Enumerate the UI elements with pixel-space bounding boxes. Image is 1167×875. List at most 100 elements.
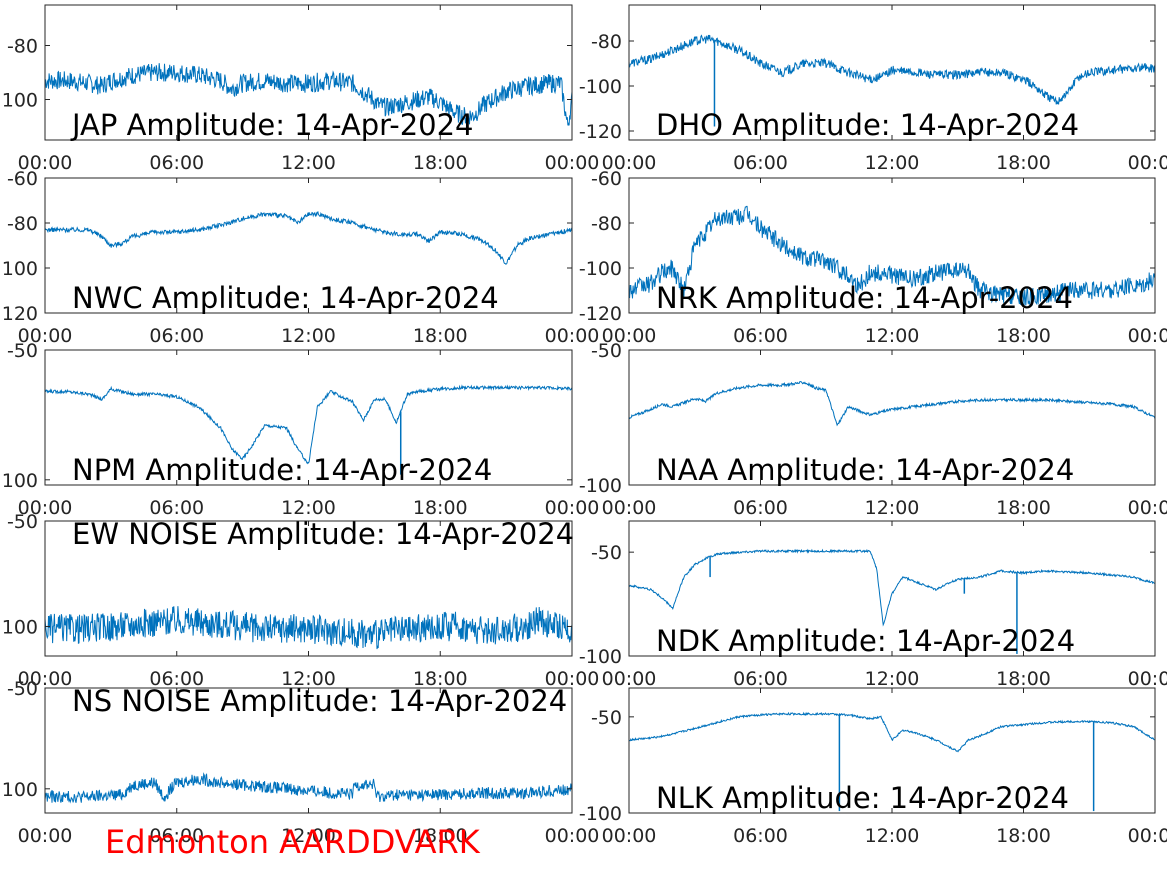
x-tick-label: 18:00 [413, 325, 468, 347]
y-tick-label: 100 [2, 779, 38, 801]
x-tick-label: 06:00 [149, 325, 204, 347]
x-tick-label: 00:00 [545, 497, 600, 519]
y-tick-label: -80 [7, 213, 38, 235]
panel-5: 00:00 06:00 12:00 18:00 00:00 -50 -100 NAA Ampl… [579, 340, 1167, 519]
panel-title: EW NOISE Amplitude: 14-Apr-2024 [72, 517, 574, 551]
x-tick-label: 18:00 [413, 668, 468, 690]
x-tick-label: 00:00 [602, 497, 657, 519]
y-tick-label: -50 [7, 511, 38, 533]
panel-title: NDK Amplitude: 14-Apr-2024 [656, 624, 1075, 658]
panel-title: NPM Amplitude: 14-Apr-2024 [72, 453, 492, 487]
x-tick-label: 00:00 [602, 668, 657, 690]
x-tick-label: 06:00 [733, 497, 788, 519]
y-tick-label: -60 [591, 168, 622, 190]
x-tick-label: 18:00 [996, 825, 1051, 847]
x-tick-label: 18:00 [996, 497, 1051, 519]
x-tick-label: 00:00 [1128, 825, 1167, 847]
panel-2: 00:00 06:00 12:00 18:00 00:00 -60 -80 100 120 NWC… [2, 168, 600, 347]
x-tick-label: 18:00 [996, 668, 1051, 690]
x-tick-label: 12:00 [865, 825, 920, 847]
x-tick-label: 00:00 [18, 497, 73, 519]
x-tick-label: 00:00 [1128, 668, 1167, 690]
panel-7: 00:00 06:00 12:00 18:00 00:00 -50 -100 NDK Ampl… [579, 520, 1167, 690]
x-tick-label: 00:00 [1128, 325, 1167, 347]
series-line [629, 548, 1155, 627]
panel-title: NLK Amplitude: 14-Apr-2024 [656, 781, 1069, 815]
panel-3: 00:00 06:00 12:00 18:00 00:00 -60 -80 -100 -120 N… [579, 168, 1167, 347]
x-tick-label: 00:00 [545, 325, 600, 347]
x-tick-label: 12:00 [281, 825, 336, 847]
y-tick-label: -50 [591, 340, 622, 362]
x-tick-label: 06:00 [149, 497, 204, 519]
x-tick-label: 12:00 [281, 152, 336, 174]
panel-title: NAA Amplitude: 14-Apr-2024 [656, 453, 1074, 487]
x-tick-label: 12:00 [281, 325, 336, 347]
panel-title: NRK Amplitude: 14-Apr-2024 [656, 281, 1073, 315]
x-tick-label: 12:00 [865, 152, 920, 174]
series-line [629, 711, 1155, 753]
x-tick-label: 06:00 [149, 668, 204, 690]
x-tick-label: 00:00 [602, 325, 657, 347]
x-tick-label: 06:00 [149, 825, 204, 847]
y-tick-label: -120 [579, 303, 622, 325]
panel-title: NWC Amplitude: 14-Apr-2024 [72, 281, 499, 315]
x-tick-label: 00:00 [18, 668, 73, 690]
footer-label: Edmonton AARDDVARK [105, 823, 481, 861]
y-tick-label: 100 [2, 616, 38, 638]
y-tick-label: -60 [7, 168, 38, 190]
y-tick-label: -80 [7, 36, 38, 58]
y-tick-label: -100 [579, 803, 622, 825]
series-line [45, 384, 572, 465]
panel-6: 00:00 06:00 12:00 18:00 00:00 -50 100 EW NOISE … [2, 511, 600, 690]
panel-title: DHO Amplitude: 14-Apr-2024 [656, 108, 1079, 142]
series-line [629, 34, 1155, 105]
panel-title: JAP Amplitude: 14-Apr-2024 [70, 108, 474, 142]
y-tick-label: 100 [2, 258, 38, 280]
panel-title: NS NOISE Amplitude: 14-Apr-2024 [72, 684, 567, 718]
panel-0: 00:00 06:00 12:00 18:00 00:00 -80 100 JAP Ampli… [2, 4, 600, 174]
series-line [629, 205, 1155, 306]
y-tick-label: -100 [579, 646, 622, 668]
y-tick-label: -50 [7, 678, 38, 700]
x-tick-label: 18:00 [996, 152, 1051, 174]
x-tick-label: 00:00 [18, 825, 73, 847]
x-tick-label: 00:00 [602, 825, 657, 847]
panel-9: 00:00 06:00 12:00 18:00 00:00 -50 -100 NLK Ampl… [579, 687, 1167, 847]
x-tick-label: 06:00 [733, 668, 788, 690]
x-tick-label: 00:00 [602, 152, 657, 174]
x-tick-label: 00:00 [545, 825, 600, 847]
series-line [629, 380, 1155, 427]
x-tick-label: 12:00 [865, 325, 920, 347]
panel-4: 00:00 06:00 12:00 18:00 00:00 -50 100 NPM Ampli… [2, 340, 600, 519]
x-tick-label: 06:00 [733, 825, 788, 847]
y-tick-label: -50 [591, 542, 622, 564]
y-tick-label: -100 [579, 76, 622, 98]
y-tick-label: -100 [579, 258, 622, 280]
x-tick-label: 12:00 [865, 668, 920, 690]
panel-1: 00:00 06:00 12:00 18:00 00:00 -80 -100 -120 DHO … [579, 4, 1167, 174]
y-tick-label: -100 [579, 475, 622, 497]
y-tick-label: -50 [7, 340, 38, 362]
x-tick-label: 06:00 [733, 152, 788, 174]
x-tick-label: 18:00 [413, 497, 468, 519]
x-tick-label: 12:00 [281, 668, 336, 690]
y-tick-label: -80 [591, 213, 622, 235]
x-tick-label: 00:00 [18, 325, 73, 347]
x-tick-label: 00:00 [18, 152, 73, 174]
panel-8: 00:00 06:00 12:00 18:00 00:00 -50 100 NS NOISE … [2, 678, 600, 847]
x-tick-label: 00:00 [545, 152, 600, 174]
x-tick-label: 18:00 [413, 152, 468, 174]
y-tick-label: -120 [579, 121, 622, 143]
x-tick-label: 00:00 [1128, 497, 1167, 519]
series-line [45, 210, 572, 265]
x-tick-label: 18:00 [996, 325, 1051, 347]
x-tick-label: 00:00 [545, 668, 600, 690]
x-tick-label: 12:00 [865, 497, 920, 519]
x-tick-label: 00:00 [1128, 152, 1167, 174]
series-line [45, 772, 572, 804]
series-line [45, 63, 572, 126]
y-tick-label: 100 [2, 90, 38, 112]
x-tick-label: 06:00 [733, 325, 788, 347]
x-tick-label: 12:00 [281, 497, 336, 519]
